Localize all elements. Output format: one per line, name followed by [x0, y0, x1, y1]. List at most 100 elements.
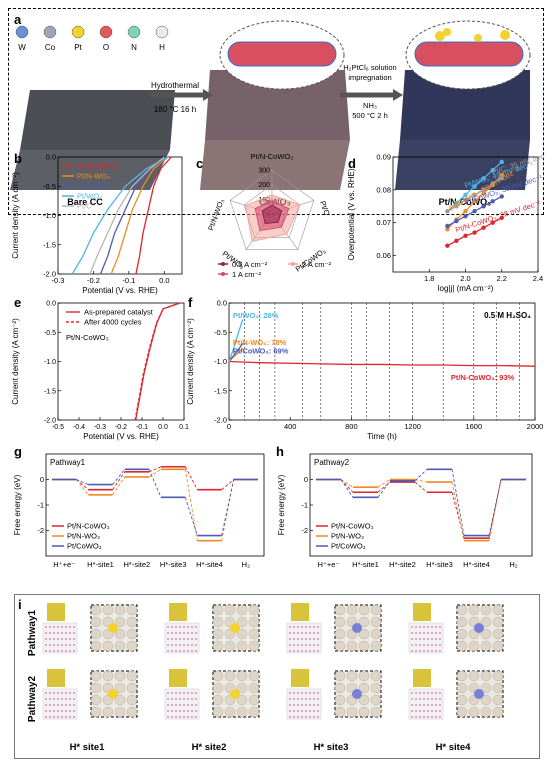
inset-atom	[480, 682, 492, 694]
pt-n-cowo3-image	[395, 20, 531, 190]
inset-atom	[114, 604, 126, 616]
y-tick-label: 0.06	[376, 251, 391, 260]
legend-label: 1 A cm⁻²	[232, 270, 261, 279]
inset-atom	[346, 706, 358, 718]
legend-label: Pt/C	[77, 202, 92, 211]
inset-atom	[468, 706, 480, 718]
inset-atom	[114, 640, 126, 652]
atom-legend-dot	[43, 25, 57, 39]
y-tick-label: -0.5	[214, 328, 227, 337]
pathway-row-label: Pathway1	[27, 609, 38, 656]
active-site-atom	[230, 623, 240, 633]
catalyst-annotation: Pt/N-CoWO₃	[66, 333, 109, 342]
legend-label: Pt/N-WO₃	[331, 532, 364, 541]
inset-atom	[90, 604, 102, 616]
inset-atom	[334, 682, 346, 694]
y-tick-label: -1.5	[43, 240, 56, 249]
active-site-atom	[230, 689, 240, 699]
atom-legend-label: O	[103, 43, 109, 52]
energy-connector	[112, 471, 126, 490]
x-tick-label: 800	[345, 422, 358, 431]
data-point	[481, 190, 486, 196]
energy-connector	[488, 479, 502, 536]
electrolyte-label: 0.5 M H₂SO₄	[484, 311, 531, 320]
data-point	[463, 209, 468, 214]
atom-legend-dot	[71, 25, 85, 39]
inset-atom	[114, 616, 126, 628]
series-line	[228, 360, 536, 367]
series-line	[110, 156, 169, 275]
y-axis-label: Current density (A cm⁻²)	[11, 318, 20, 405]
inset-atom	[90, 694, 102, 706]
inset-atom	[468, 640, 480, 652]
series-annotation: Pt/WO₃: 28%	[233, 311, 279, 320]
label-e: e	[14, 295, 22, 310]
x-tick-label: 0	[227, 422, 231, 431]
data-point	[499, 159, 504, 165]
panel-i-frame	[14, 594, 540, 759]
inset-atom	[370, 670, 382, 682]
inset-atom	[224, 640, 236, 652]
arrow-step2	[340, 89, 403, 101]
inset-atom	[358, 682, 370, 694]
inset-atom	[370, 682, 382, 694]
series-line	[71, 156, 169, 275]
radar-series	[261, 204, 283, 225]
inset-atom	[90, 640, 102, 652]
x-category-label: H*-site2	[123, 560, 150, 569]
inset-atom	[492, 616, 504, 628]
inset-atom	[126, 640, 138, 652]
inset-atom	[456, 640, 468, 652]
inset-atom	[492, 682, 504, 694]
energy-connector	[76, 479, 89, 486]
inset-atom	[212, 682, 224, 694]
step2-line3: NH₃	[363, 101, 377, 110]
legend-label: Pt/CoWO₃	[67, 542, 102, 551]
legend-marker	[221, 262, 225, 266]
inset-atom	[126, 616, 138, 628]
y-tick-label: 0	[304, 475, 308, 484]
inset-atom	[480, 616, 492, 628]
inset-atom	[480, 604, 492, 616]
y-axis-label: Overpotential (V vs. RHE)	[347, 168, 356, 260]
inset-atom	[480, 694, 492, 706]
active-site-atom	[352, 689, 362, 699]
x-category-label: H*-site2	[389, 560, 416, 569]
energy-connector	[184, 497, 198, 536]
legend-marker	[291, 262, 295, 266]
x-tick-label: -0.4	[73, 424, 85, 431]
inset-atom	[248, 670, 260, 682]
step2-line4: 500 °C 2 h	[352, 111, 388, 120]
y-tick-label: 0.0	[46, 153, 56, 162]
inset-atom	[102, 706, 114, 718]
y-tick-label: 0.07	[376, 218, 391, 227]
x-tick-label: 0.0	[158, 424, 168, 431]
x-tick-label: 400	[284, 422, 297, 431]
energy-connector	[184, 469, 198, 541]
inset-atom	[480, 670, 492, 682]
data-point	[490, 167, 495, 173]
inset-atom	[370, 604, 382, 616]
data-point	[499, 172, 504, 178]
inset-atom	[248, 694, 260, 706]
inset-atom	[102, 604, 114, 616]
energy-connector	[340, 479, 354, 498]
y-tick-label: -1.0	[214, 357, 227, 366]
x-tick-label: 2000	[527, 422, 544, 431]
chart-e: -0.5 -0.4 -0.3 -0.2 -0.1 0.0 0.1 0.0 -0.5 -1.0 -1.…	[11, 301, 189, 442]
inset-atom	[236, 682, 248, 694]
legend-label: 0.5 A cm⁻²	[232, 260, 268, 269]
data-point	[463, 197, 468, 202]
data-point	[445, 243, 450, 248]
energy-connector	[76, 479, 89, 491]
atom-legend-label: N	[131, 43, 137, 52]
step1-line1: Hydrothermal	[151, 81, 199, 90]
inset-atom	[370, 628, 382, 640]
inset-atom	[334, 640, 346, 652]
inset-atom	[468, 604, 480, 616]
inset-atom	[90, 628, 102, 640]
inset-atom	[480, 706, 492, 718]
x-category-label: H*-site1	[352, 560, 379, 569]
energy-connector	[451, 481, 465, 541]
inset-atom	[126, 682, 138, 694]
